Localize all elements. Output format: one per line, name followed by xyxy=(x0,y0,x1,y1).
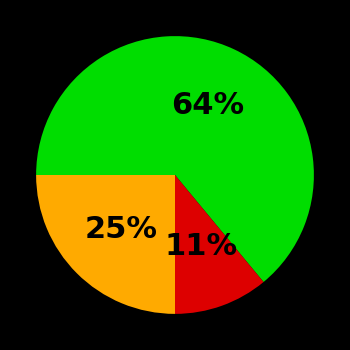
Text: 11%: 11% xyxy=(164,232,237,261)
Wedge shape xyxy=(36,36,314,282)
Text: 64%: 64% xyxy=(171,91,244,120)
Wedge shape xyxy=(175,175,264,314)
Wedge shape xyxy=(36,175,175,314)
Text: 25%: 25% xyxy=(84,215,158,244)
